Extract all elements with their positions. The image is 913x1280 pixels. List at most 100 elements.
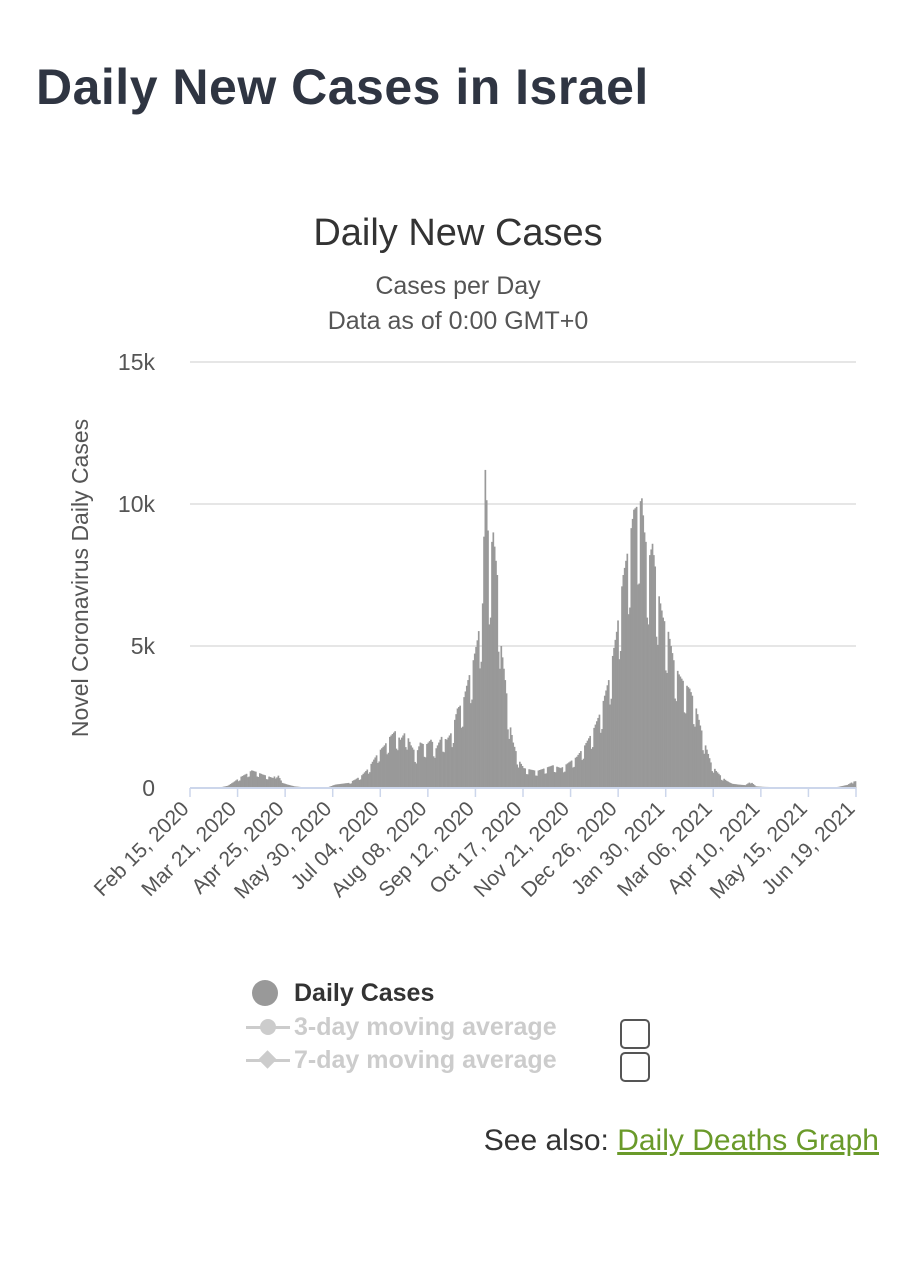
bar [601, 729, 603, 788]
bar [737, 784, 740, 788]
legend-item-daily-cases[interactable]: Daily Cases [246, 978, 434, 1008]
bar [249, 771, 252, 788]
bar [386, 754, 389, 788]
bar [672, 660, 675, 788]
bar [617, 620, 619, 788]
bar [375, 755, 378, 788]
bar [537, 770, 540, 788]
bar [659, 603, 662, 788]
bar [431, 741, 434, 788]
bar [235, 780, 237, 788]
bar [493, 546, 496, 788]
bar [278, 778, 281, 788]
bar [511, 734, 513, 788]
daily-deaths-graph-link[interactable]: Daily Deaths Graph [617, 1124, 879, 1157]
bar [654, 566, 657, 788]
bar [508, 738, 511, 788]
bar [290, 785, 293, 788]
bar [627, 614, 630, 788]
legend-item-3-day-average[interactable]: 3-day moving average [246, 1012, 557, 1042]
bar [424, 757, 427, 788]
bar [686, 685, 688, 788]
bar [646, 617, 649, 788]
3-day-average-checkbox[interactable] [620, 1019, 650, 1049]
bar [281, 782, 284, 788]
bar [264, 775, 266, 788]
bar [266, 779, 269, 788]
bar [534, 775, 537, 788]
bar [565, 764, 568, 788]
bar [495, 560, 497, 788]
bar [467, 680, 469, 788]
legend-item-7-day-average[interactable]: 7-day moving average [246, 1045, 557, 1075]
bar [546, 767, 549, 788]
bar [749, 783, 752, 788]
bar [536, 775, 538, 788]
bar [274, 778, 277, 788]
bar [725, 780, 728, 788]
bar [556, 766, 558, 788]
bar [542, 768, 545, 788]
bar [270, 777, 273, 788]
y-tick-label: 0 [142, 775, 155, 801]
bar [507, 729, 509, 788]
bar [256, 776, 259, 788]
bar [626, 553, 629, 788]
chart-subtitle-line-1: Cases per Day [375, 272, 541, 300]
bar [347, 782, 350, 788]
bar [550, 765, 553, 788]
bar [280, 780, 282, 788]
bar [442, 751, 444, 788]
bar [346, 783, 349, 788]
bar [418, 746, 420, 788]
bar [719, 775, 722, 788]
bar [512, 742, 515, 788]
bar [614, 639, 617, 788]
bar [504, 680, 507, 788]
bar [548, 766, 550, 788]
7-day-average-checkbox[interactable] [620, 1052, 650, 1082]
bar [420, 743, 423, 788]
bar [561, 767, 564, 788]
bar [231, 783, 233, 788]
bar [460, 727, 463, 788]
bar [650, 549, 653, 788]
diamond-line-icon [246, 1045, 294, 1075]
bar [473, 653, 476, 788]
bar [457, 707, 460, 788]
bar [373, 759, 375, 788]
bar [544, 773, 546, 788]
bar [483, 536, 485, 788]
bar [484, 469, 487, 788]
bar [333, 785, 335, 788]
bar [244, 774, 247, 788]
bar [630, 528, 633, 788]
bar [676, 670, 679, 788]
chart-title: Daily New Cases [313, 212, 602, 254]
bar [740, 784, 743, 788]
legend-label: Daily Cases [294, 978, 435, 1007]
bar [631, 518, 634, 788]
bar [716, 772, 719, 788]
y-tick-label: 15k [118, 349, 156, 375]
circle-line-icon [246, 1012, 294, 1042]
bar [572, 767, 574, 788]
bar [570, 760, 573, 788]
bar [491, 541, 493, 788]
bar [440, 736, 443, 788]
bar [704, 745, 707, 788]
bar [741, 784, 744, 788]
bar [854, 781, 857, 788]
bar [501, 657, 504, 788]
bar [412, 749, 415, 788]
bar [655, 636, 658, 788]
bar [674, 698, 676, 788]
bar [848, 784, 850, 788]
bar [852, 783, 854, 788]
bar [588, 738, 590, 788]
bar [680, 678, 683, 788]
page-title: Daily New Cases in Israel [36, 59, 649, 115]
dot-icon [246, 978, 294, 1008]
bar [611, 655, 614, 788]
bar [517, 767, 520, 788]
